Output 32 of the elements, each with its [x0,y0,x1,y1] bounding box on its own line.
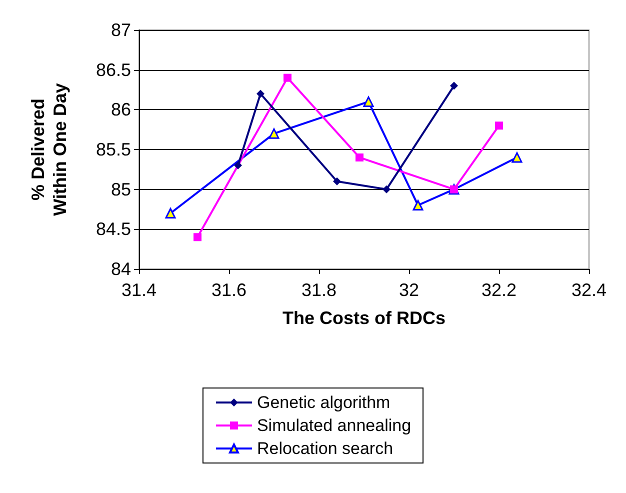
point [234,161,242,170]
y-tick-label: 86.5 [96,60,131,80]
point [363,96,374,107]
y-tick-label: 85 [110,179,131,200]
point [165,208,176,218]
y-tick-label: 84 [110,259,131,279]
point [333,177,341,186]
x-tick-label: 31.8 [301,280,337,300]
legend-label: Simulated annealing [256,416,412,435]
point [412,200,424,211]
point [356,153,364,162]
y-tick-label: 85.5 [96,140,131,160]
y-tick-label: 86 [110,100,131,120]
x-tick-label: 32 [398,280,420,300]
point [256,90,264,98]
x-tick-label: 31.4 [121,280,157,300]
legend-label: Relocation search [256,439,394,458]
point [512,152,522,163]
x-axis-title: The Costs of RDCs [282,308,446,328]
point [382,185,390,194]
x-tick-label: 31.6 [211,280,247,300]
y-tick-label: 87 [110,20,131,40]
x-tick-label: 32.4 [571,280,607,300]
y-tick-label: 84.5 [96,219,131,240]
point [268,128,280,139]
y-axis-title: % Delivered Within One Day [28,83,70,216]
point [495,122,503,130]
point [450,82,458,90]
x-tick-label: 32.2 [481,280,517,300]
point [284,74,292,82]
point [194,233,202,242]
legend-label: Genetic algorithm [256,393,390,412]
